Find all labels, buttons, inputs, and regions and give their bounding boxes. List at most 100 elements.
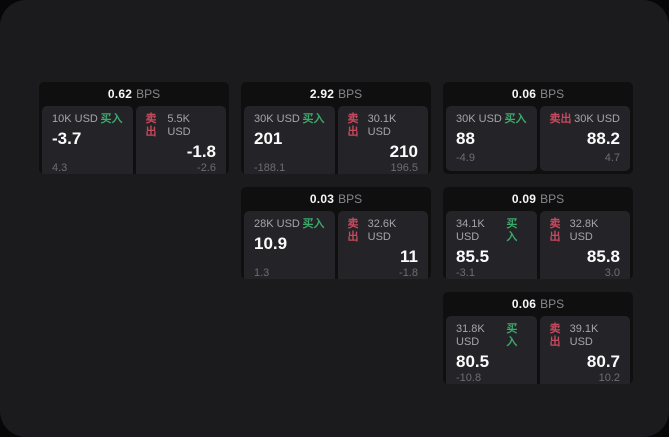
sell-notional: 32.6K USD <box>367 218 397 243</box>
sell-main-value: -1.8 <box>186 142 216 161</box>
sell-sub-value: 10.2 <box>598 372 620 384</box>
buy-notional: 28K USD <box>254 218 300 230</box>
buy-sell-panels: 28K USD 买入 10.9 1.3 卖出 32.6K USD 11 -1.8 <box>244 211 428 279</box>
sell-sub-value: 3.0 <box>604 267 620 279</box>
sell-panel-top: 卖出 30.1K USD <box>348 113 419 139</box>
sell-panel[interactable]: 卖出 30K USD 88.2 4.7 <box>539 106 630 171</box>
buy-main-value: 85.5 <box>456 247 490 266</box>
sell-notional: 30.1K USD <box>367 113 397 138</box>
sell-main-value: 80.7 <box>586 352 620 371</box>
bps-value: 0.03 <box>309 192 335 206</box>
buy-notional: 10K USD <box>52 113 98 125</box>
bps-header: 0.09 BPS <box>443 187 633 211</box>
sell-notional: 32.8K USD <box>569 218 599 243</box>
buy-side-label: 买入 <box>506 323 518 348</box>
buy-notional: 31.8K USD <box>456 323 485 348</box>
buy-sell-panels: 34.1K USD 买入 85.5 -3.1 卖出 32.8K USD 85.8… <box>446 211 630 279</box>
buy-notional: 30K USD <box>254 113 300 125</box>
bps-header: 0.03 BPS <box>241 187 431 211</box>
sell-panel[interactable]: 卖出 32.8K USD 85.8 3.0 <box>539 211 630 279</box>
buy-sell-panels: 10K USD 买入 -3.7 4.3 卖出 5.5K USD -1.8 -2.… <box>42 106 226 174</box>
buy-panel-top: 30K USD 买入 <box>456 113 527 126</box>
sell-panel-top: 卖出 5.5K USD <box>146 113 217 139</box>
bps-header: 0.62 BPS <box>39 82 229 106</box>
sell-side-label: 卖出 <box>549 218 561 243</box>
bps-unit-label: BPS <box>540 87 565 101</box>
quote-card: 0.06 BPS 30K USD 买入 88 -4.9 卖出 30K USD 8… <box>443 82 633 174</box>
sell-sub-value: -2.6 <box>197 162 216 174</box>
quote-card: 0.06 BPS 31.8K USD 买入 80.5 -10.8 卖出 39.1… <box>443 292 633 384</box>
sell-side-label: 卖出 <box>549 323 561 348</box>
buy-panel[interactable]: 10K USD 买入 -3.7 4.3 <box>42 106 133 174</box>
quote-cards-grid: 0.62 BPS 10K USD 买入 -3.7 4.3 卖出 5.5K USD… <box>39 82 633 384</box>
buy-sell-panels: 30K USD 买入 88 -4.9 卖出 30K USD 88.2 4.7 <box>446 106 630 171</box>
sell-sub-value: -1.8 <box>399 267 418 279</box>
buy-main-value: 80.5 <box>456 352 490 371</box>
buy-notional: 34.1K USD <box>456 218 485 243</box>
bps-value: 0.06 <box>511 297 537 311</box>
buy-sub-value: 1.3 <box>254 267 270 279</box>
buy-panel[interactable]: 30K USD 买入 88 -4.9 <box>446 106 537 171</box>
sell-panel-top: 卖出 32.8K USD <box>550 218 621 244</box>
sell-main-value: 85.8 <box>586 247 620 266</box>
bps-value: 0.09 <box>511 192 537 206</box>
buy-panel-top: 28K USD 买入 <box>254 218 325 231</box>
buy-main-value: 88 <box>456 129 475 148</box>
sell-notional: 30K USD <box>574 113 620 125</box>
bps-value: 0.62 <box>107 87 133 101</box>
bps-header: 0.06 BPS <box>443 82 633 106</box>
sell-panel[interactable]: 卖出 30.1K USD 210 196.5 <box>337 106 428 174</box>
bps-unit-label: BPS <box>136 87 161 101</box>
sell-notional: 5.5K USD <box>167 113 191 138</box>
sell-main-value: 210 <box>389 142 418 161</box>
buy-main-value: -3.7 <box>52 129 82 148</box>
bps-unit-label: BPS <box>338 87 363 101</box>
sell-panel[interactable]: 卖出 32.6K USD 11 -1.8 <box>337 211 428 279</box>
buy-panel[interactable]: 28K USD 买入 10.9 1.3 <box>244 211 335 279</box>
buy-sub-value: -4.9 <box>456 152 475 164</box>
quote-card: 0.62 BPS 10K USD 买入 -3.7 4.3 卖出 5.5K USD… <box>39 82 229 174</box>
quote-card: 2.92 BPS 30K USD 买入 201 -188.1 卖出 30.1K … <box>241 82 431 174</box>
buy-sell-panels: 30K USD 买入 201 -188.1 卖出 30.1K USD 210 1… <box>244 106 428 174</box>
sell-panel-top: 卖出 32.6K USD <box>348 218 419 244</box>
sell-panel[interactable]: 卖出 39.1K USD 80.7 10.2 <box>539 316 630 384</box>
buy-side-label: 买入 <box>302 113 325 125</box>
bps-unit-label: BPS <box>338 192 363 206</box>
buy-main-value: 10.9 <box>254 234 288 253</box>
sell-panel-top: 卖出 30K USD <box>550 113 621 126</box>
sell-side-label: 卖出 <box>347 218 359 243</box>
sell-side-label: 卖出 <box>549 113 572 125</box>
buy-panel-top: 31.8K USD 买入 <box>456 323 527 349</box>
buy-side-label: 买入 <box>100 113 123 125</box>
buy-sub-value: -3.1 <box>456 267 475 279</box>
sell-side-label: 卖出 <box>145 113 157 138</box>
bps-unit-label: BPS <box>540 297 565 311</box>
buy-panel[interactable]: 30K USD 买入 201 -188.1 <box>244 106 335 174</box>
buy-sub-value: -188.1 <box>254 162 286 174</box>
buy-sub-value: 4.3 <box>52 162 68 174</box>
sell-main-value: 11 <box>400 247 418 266</box>
sell-panel[interactable]: 卖出 5.5K USD -1.8 -2.6 <box>135 106 226 174</box>
buy-side-label: 买入 <box>302 218 325 230</box>
buy-panel-top: 34.1K USD 买入 <box>456 218 527 244</box>
buy-sell-panels: 31.8K USD 买入 80.5 -10.8 卖出 39.1K USD 80.… <box>446 316 630 384</box>
buy-side-label: 买入 <box>506 218 518 243</box>
buy-panel[interactable]: 34.1K USD 买入 85.5 -3.1 <box>446 211 537 279</box>
sell-main-value: 88.2 <box>586 129 620 148</box>
bps-unit-label: BPS <box>540 192 565 206</box>
quote-card: 0.03 BPS 28K USD 买入 10.9 1.3 卖出 32.6K US… <box>241 187 431 279</box>
buy-panel-top: 30K USD 买入 <box>254 113 325 126</box>
sell-sub-value: 196.5 <box>390 162 418 174</box>
bps-header: 2.92 BPS <box>241 82 431 106</box>
quote-card: 0.09 BPS 34.1K USD 买入 85.5 -3.1 卖出 32.8K… <box>443 187 633 279</box>
buy-panel[interactable]: 31.8K USD 买入 80.5 -10.8 <box>446 316 537 384</box>
sell-panel-top: 卖出 39.1K USD <box>550 323 621 349</box>
buy-main-value: 201 <box>254 129 283 148</box>
buy-panel-top: 10K USD 买入 <box>52 113 123 126</box>
bps-value: 2.92 <box>309 87 335 101</box>
buy-sub-value: -10.8 <box>456 372 482 384</box>
bps-header: 0.06 BPS <box>443 292 633 316</box>
buy-side-label: 买入 <box>504 113 527 125</box>
sell-notional: 39.1K USD <box>569 323 599 348</box>
bps-value: 0.06 <box>511 87 537 101</box>
